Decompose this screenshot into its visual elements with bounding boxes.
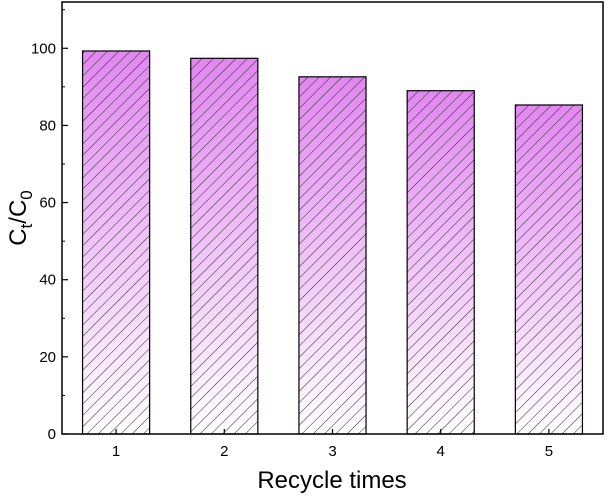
bar-hatch xyxy=(514,104,584,435)
x-axis-title: Recycle times xyxy=(257,467,406,494)
bars-layer xyxy=(81,50,584,435)
y-axis-title: Ct/C0 xyxy=(5,190,36,246)
x-tick-label: 5 xyxy=(545,443,553,460)
y-title-base1: C xyxy=(5,228,32,245)
y-tick-label: 0 xyxy=(48,426,56,443)
y-tick-label: 40 xyxy=(39,272,56,289)
bar-hatch xyxy=(81,50,151,435)
x-tick-label: 2 xyxy=(220,443,228,460)
bar xyxy=(298,76,367,435)
x-tick-label: 4 xyxy=(437,443,445,460)
y-title-separator: / xyxy=(5,217,32,224)
y-title-sub2: 0 xyxy=(17,190,36,199)
bar xyxy=(514,104,584,435)
y-title-base2: C xyxy=(5,200,32,217)
y-title-sub1: t xyxy=(17,223,36,228)
y-axis: 0 20 40 60 80 100 xyxy=(31,9,68,443)
y-tick-label: 100 xyxy=(31,40,56,57)
y-tick-label: 60 xyxy=(39,195,56,212)
x-axis: 1 2 3 4 5 xyxy=(112,429,553,460)
x-tick-label: 3 xyxy=(328,443,336,460)
bar-hatch xyxy=(406,90,475,435)
bar xyxy=(81,50,151,435)
y-tick-label: 80 xyxy=(39,117,56,134)
svg-text:Ct/C0: Ct/C0 xyxy=(5,190,36,246)
x-tick-label: 1 xyxy=(112,443,120,460)
y-tick-label: 20 xyxy=(39,349,56,366)
bar xyxy=(406,90,475,435)
bar-hatch xyxy=(298,76,367,435)
bar xyxy=(190,57,259,435)
bar-hatch xyxy=(190,57,259,435)
